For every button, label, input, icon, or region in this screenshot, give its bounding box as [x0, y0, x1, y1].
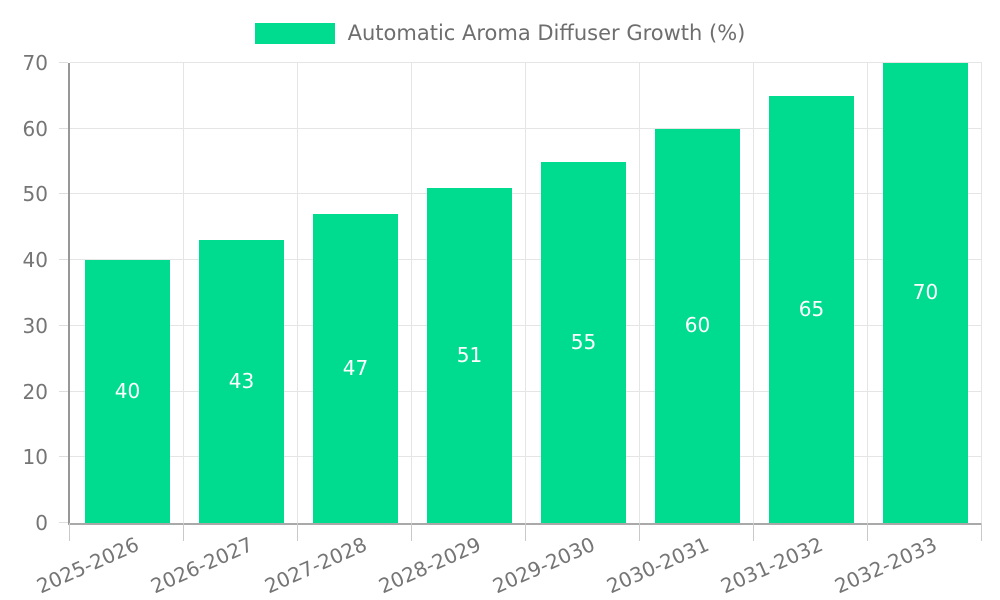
y-tick	[59, 259, 68, 261]
y-tick-label: 30	[22, 313, 48, 338]
x-axis-label: 2025-2026	[33, 532, 143, 599]
gridline-h	[70, 127, 982, 129]
x-tick	[525, 523, 526, 541]
bar: 70	[883, 63, 968, 523]
x-axis-label: 2027-2028	[261, 532, 371, 599]
x-axis-label: 2026-2027	[147, 532, 257, 599]
bar-value-label: 70	[912, 280, 939, 304]
gridline-h	[70, 62, 982, 63]
gridline-v	[297, 63, 298, 523]
y-tick-label: 0	[35, 511, 48, 535]
gridline-h	[70, 259, 982, 261]
gridline-v	[183, 63, 184, 523]
x-axis-label: 2032-2033	[831, 532, 941, 599]
bar-value-label: 51	[456, 342, 483, 367]
bar: 43	[199, 240, 284, 523]
bar: 65	[769, 96, 854, 523]
y-tick-label: 20	[22, 379, 48, 404]
gridline-v	[981, 63, 982, 523]
bar: 47	[313, 214, 398, 523]
y-tick	[59, 390, 68, 392]
gridline-h	[70, 390, 982, 392]
bar-value-label: 65	[798, 296, 825, 321]
y-tick	[59, 456, 68, 458]
gridline-h	[70, 193, 982, 195]
plot-area: 40 43 47 51 55 60 65 70	[59, 62, 982, 541]
gridline-v	[525, 63, 526, 523]
x-axis-label: 2028-2029	[375, 532, 485, 599]
bar: 60	[655, 129, 740, 523]
x-axis-label: 2031-2032	[717, 532, 827, 599]
bar: 51	[427, 188, 512, 523]
bar-value-label: 55	[570, 329, 597, 354]
gridline-v	[867, 63, 868, 523]
x-tick	[297, 523, 298, 541]
x-tick	[183, 523, 184, 541]
gridline-v	[753, 63, 754, 523]
bar-value-label: 60	[684, 313, 711, 337]
x-axis-label: 2029-2030	[489, 532, 599, 599]
y-tick	[59, 324, 68, 326]
legend-swatch-icon	[254, 22, 335, 44]
x-tick	[867, 523, 868, 541]
gridline-v	[639, 63, 640, 523]
bar-value-label: 47	[342, 355, 369, 380]
legend-label: Automatic Aroma Diffuser Growth (%)	[347, 21, 746, 45]
y-tick	[59, 522, 68, 523]
y-tick-label: 10	[22, 445, 48, 470]
x-tick	[411, 523, 412, 541]
y-tick	[59, 62, 68, 63]
y-tick-label: 60	[22, 116, 48, 141]
x-tick	[981, 523, 982, 541]
gridline-h	[70, 456, 982, 458]
gridline-v	[411, 63, 412, 523]
x-tick	[639, 523, 640, 541]
chart-legend[interactable]: Automatic Aroma Diffuser Growth (%)	[0, 21, 1000, 45]
bar-value-label: 43	[228, 368, 255, 393]
y-tick-label: 40	[22, 248, 48, 273]
x-tick	[753, 523, 754, 541]
y-tick-label: 50	[22, 182, 48, 207]
x-tick	[69, 523, 70, 541]
x-axis-label: 2030-2031	[603, 532, 713, 599]
bar: 40	[85, 260, 170, 523]
gridline-h	[70, 324, 982, 326]
y-tick-label: 70	[22, 51, 48, 75]
y-tick	[59, 193, 68, 195]
y-tick	[59, 127, 68, 129]
bar-value-label: 40	[114, 378, 141, 403]
bar: 55	[541, 162, 626, 523]
